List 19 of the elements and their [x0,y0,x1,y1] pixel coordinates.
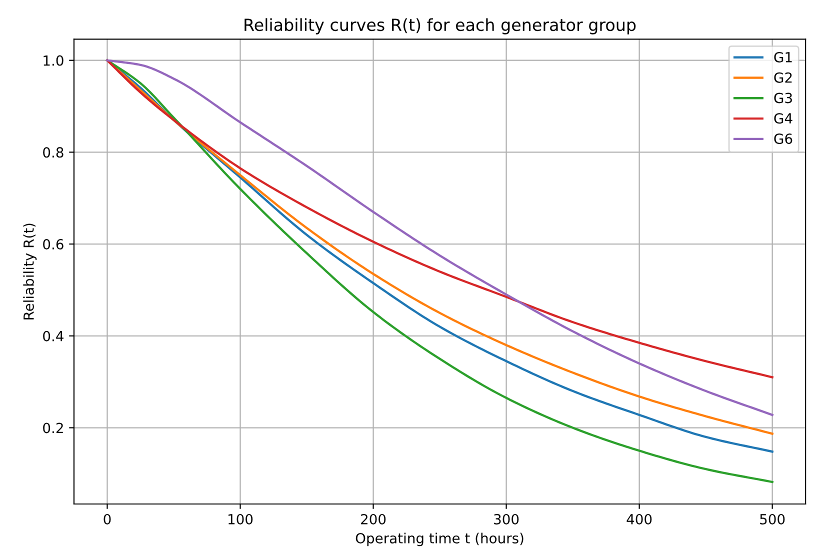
x-tick-label: 500 [760,514,785,524]
y-tick-label: 1.0 [44,55,64,66]
legend-label: G4 [774,113,792,124]
x-tick-label: 100 [228,514,253,524]
y-tick-label: 0.4 [43,330,64,342]
y-tick-label: 0.6 [43,239,64,250]
x-tick-label: 200 [361,514,386,524]
chart-title: Reliability curves R(t) for each generator group [244,18,636,34]
legend-label: G6 [774,133,792,144]
x-tick-label: 0 [104,514,111,524]
y-tick-label: 0.8 [43,147,64,158]
x-tick-label: 400 [626,514,652,524]
y-tick-label: 0.2 [43,422,63,434]
x-tick-label: 300 [494,514,519,524]
x-axis-title: Operating time t (hours) [356,532,524,546]
legend-label: G2 [774,72,792,83]
y-axis-title: Reliability R(t) [23,224,37,320]
legend-label: G3 [774,92,792,104]
legend-label: G1 [774,52,792,62]
